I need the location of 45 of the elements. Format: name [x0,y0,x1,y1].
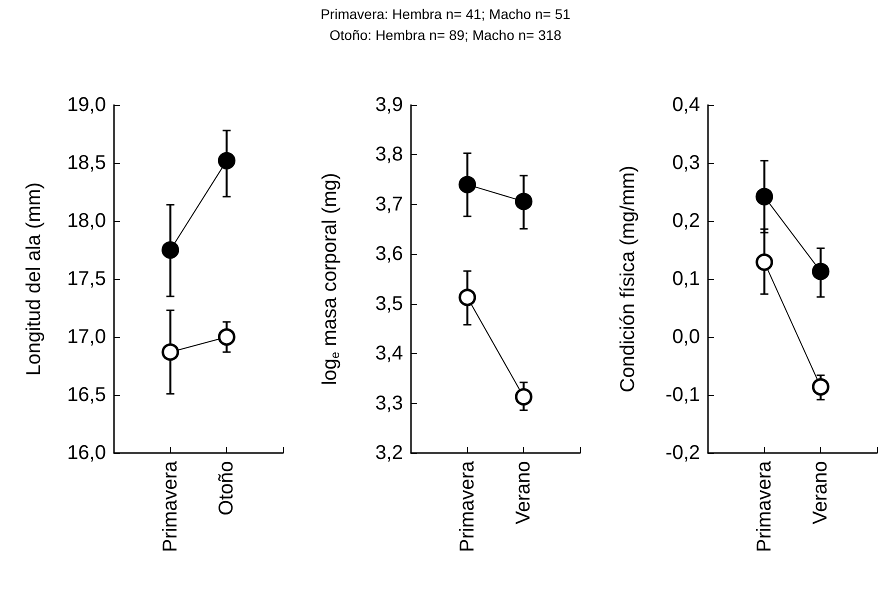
y-axis-title: Longitud del ala (mm) [23,182,45,376]
point [756,188,774,206]
y-tick-label: -0,1 [666,384,700,406]
y-tick-label: 3,5 [375,292,403,315]
point [514,192,532,210]
x-tick-label: Primavera [456,460,478,552]
y-tick-label: 0,1 [672,268,700,290]
y-tick-label: -0,2 [666,442,700,464]
y-tick-label: 16,5 [67,384,106,406]
point [514,388,532,406]
point [218,152,236,170]
point [458,288,476,306]
y-tick-label: 0,4 [672,94,700,116]
y-axis-title: Condición física (mg/mm) [617,166,639,392]
y-tick-label: 16,0 [67,442,106,464]
point [458,176,476,194]
point [218,328,236,346]
y-tick-label: 3,3 [375,392,403,414]
y-tick-label: 3,2 [375,442,403,464]
chart-title: Primavera: Hembra n= 41; Macho n= 51 [320,5,572,24]
x-tick-label: Primavera [753,460,776,552]
y-tick-label: 3,8 [375,144,403,166]
chart-subtitle: Otoño: Hembra n= 89; Macho n= 318 [328,26,562,45]
y-tick-label: 18,0 [67,210,106,232]
point [162,343,180,361]
y-tick-label: 0,3 [672,152,700,174]
y-tick-label: 17,5 [67,268,106,290]
y-tick-label: 17,0 [67,326,106,348]
y-tick-label: 3,4 [375,342,403,365]
y-tick-label: 3,7 [375,193,403,216]
x-tick-label: Otoño [216,461,238,516]
y-tick-label: 0,2 [672,210,700,232]
x-tick-label: Primavera [159,460,182,552]
point [756,253,774,271]
y-tick-label: 19,0 [67,94,106,116]
y-axis-title: loge masa corporal (mg) [319,172,342,386]
x-tick-label: Verano [512,461,535,524]
y-tick-label: 3,9 [375,94,403,116]
y-tick-label: 0,0 [672,326,700,348]
y-tick-label: 3,6 [375,243,403,266]
point [812,262,830,280]
x-tick-label: Verano [810,461,832,524]
point [162,241,180,259]
y-tick-label: 18,5 [67,152,106,174]
point [812,378,830,396]
